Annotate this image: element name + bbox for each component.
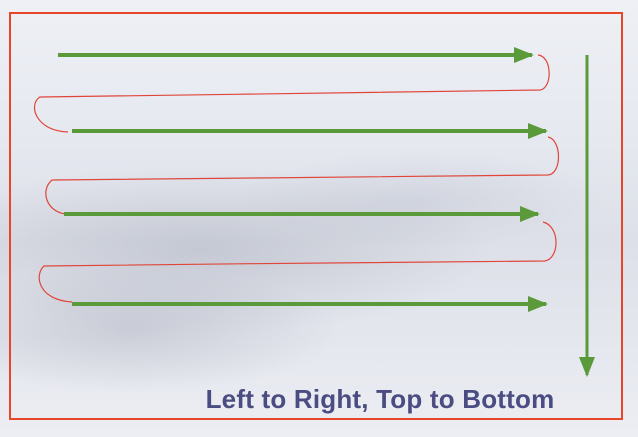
- connector-curve-3: [38, 221, 557, 303]
- connector-curve-1: [33, 54, 550, 133]
- diagram-frame: [9, 12, 623, 420]
- connector-curve-2: [45, 136, 560, 215]
- diagram-caption: Left to Right, Top to Bottom: [205, 384, 555, 414]
